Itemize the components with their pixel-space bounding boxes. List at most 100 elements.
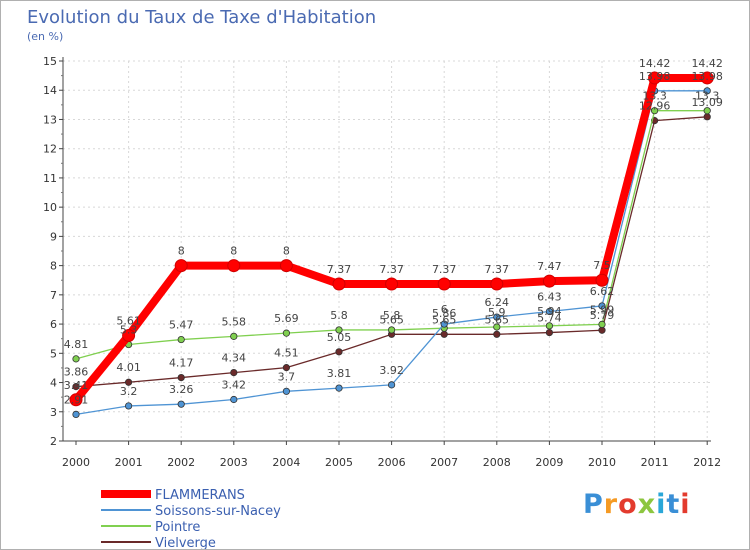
data-point bbox=[598, 320, 606, 328]
data-point bbox=[493, 313, 501, 321]
data-label: 6.43 bbox=[537, 291, 562, 304]
data-label: 13.09 bbox=[691, 96, 723, 109]
data-point bbox=[177, 335, 185, 344]
y-tick-label: 15 bbox=[43, 55, 57, 68]
x-tick-label: 2009 bbox=[535, 456, 563, 469]
data-label: 5.79 bbox=[590, 309, 615, 322]
data-point bbox=[230, 395, 238, 404]
data-label: 5.86 bbox=[432, 307, 457, 320]
data-label: 5.61 bbox=[116, 314, 141, 327]
data-point bbox=[177, 400, 185, 408]
data-point bbox=[545, 322, 554, 330]
logo-letter: t bbox=[666, 489, 681, 520]
data-label: 5.05 bbox=[327, 331, 352, 344]
data-point bbox=[437, 277, 451, 291]
data-point bbox=[545, 307, 554, 316]
data-label: 14.42 bbox=[691, 57, 723, 70]
grid-layer bbox=[63, 60, 711, 441]
legend-label: Soissons-sur-Nacey bbox=[155, 504, 281, 519]
x-tick-label: 2000 bbox=[62, 456, 90, 469]
data-point bbox=[125, 378, 133, 386]
data-point bbox=[387, 381, 396, 389]
y-tick-label: 11 bbox=[43, 172, 57, 185]
x-tick-label: 2003 bbox=[220, 456, 248, 469]
data-label: 6.24 bbox=[485, 296, 510, 309]
legend: FLAMMERANSSoissons-sur-NaceyPointreVielv… bbox=[101, 488, 281, 549]
y-tick-label: 12 bbox=[43, 143, 57, 156]
data-label: 5.65 bbox=[379, 313, 404, 326]
data-point bbox=[545, 328, 554, 337]
x-tick-label: 2002 bbox=[167, 456, 195, 469]
y-tick-label: 5 bbox=[50, 347, 57, 360]
data-label: 5.3 bbox=[120, 324, 138, 337]
data-label: 3.2 bbox=[120, 385, 138, 398]
data-point bbox=[387, 326, 396, 334]
data-label: 5.58 bbox=[222, 315, 247, 328]
data-point bbox=[598, 326, 606, 334]
data-label: 7.37 bbox=[379, 263, 404, 276]
data-label: 3.92 bbox=[379, 364, 404, 377]
data-point bbox=[703, 87, 711, 95]
y-tick-label: 2 bbox=[50, 435, 57, 448]
data-label: 7.47 bbox=[537, 260, 562, 273]
x-tick-label: 2006 bbox=[378, 456, 406, 469]
y-tick-label: 7 bbox=[50, 289, 57, 302]
data-label: 5.94 bbox=[537, 305, 562, 318]
data-point bbox=[282, 364, 290, 372]
data-label: 7.37 bbox=[327, 263, 352, 276]
data-label: 5.69 bbox=[274, 312, 299, 325]
data-point bbox=[230, 332, 238, 340]
data-label: 6.62 bbox=[590, 285, 615, 298]
data-label: 3.81 bbox=[327, 367, 352, 380]
data-point bbox=[72, 355, 80, 363]
series-layer bbox=[69, 71, 714, 418]
data-point bbox=[335, 384, 343, 392]
data-label: 4.34 bbox=[222, 352, 247, 365]
y-tick-label: 8 bbox=[50, 260, 57, 273]
data-point bbox=[598, 302, 606, 310]
x-tick-label: 2001 bbox=[115, 456, 143, 469]
data-point bbox=[69, 393, 83, 407]
data-point bbox=[230, 368, 238, 377]
data-label: 5.8 bbox=[383, 309, 401, 322]
data-label: 5.8 bbox=[330, 309, 348, 322]
data-label: 3.86 bbox=[64, 366, 89, 379]
data-label: 3.42 bbox=[222, 378, 247, 391]
data-point bbox=[177, 373, 185, 382]
data-point bbox=[440, 330, 448, 338]
data-label: 12.96 bbox=[639, 100, 671, 113]
data-point bbox=[174, 259, 188, 273]
x-tick-label: 2011 bbox=[641, 456, 669, 469]
data-label: 5.65 bbox=[485, 313, 510, 326]
y-tick-label: 10 bbox=[43, 201, 57, 214]
data-label: 13.98 bbox=[691, 70, 723, 83]
data-label: 7.37 bbox=[485, 263, 510, 276]
data-point bbox=[595, 273, 609, 287]
legend-label: Vielverge bbox=[155, 536, 216, 549]
data-point bbox=[279, 259, 293, 273]
x-tick-label: 2010 bbox=[588, 456, 616, 469]
y-tick-label: 4 bbox=[50, 377, 57, 390]
data-point bbox=[227, 259, 241, 273]
x-tick-label: 2012 bbox=[693, 456, 721, 469]
data-label: 3.26 bbox=[169, 383, 194, 396]
x-tick-label: 2007 bbox=[430, 456, 458, 469]
data-label: 4.17 bbox=[169, 357, 194, 370]
y-tick-label: 3 bbox=[50, 406, 57, 419]
data-point bbox=[122, 328, 136, 342]
data-label: 4.81 bbox=[64, 338, 89, 351]
data-point bbox=[490, 277, 504, 291]
legend-label: Pointre bbox=[155, 520, 200, 535]
data-label: 8 bbox=[178, 245, 185, 258]
logo-letter: x bbox=[637, 489, 657, 520]
data-label: 3.7 bbox=[278, 370, 296, 383]
data-label: 13.3 bbox=[642, 90, 667, 103]
data-point bbox=[282, 329, 290, 337]
data-point bbox=[332, 277, 346, 291]
chart-title: Evolution du Taux de Taxe d'Habitation bbox=[27, 7, 377, 28]
x-tick-label: 2005 bbox=[325, 456, 353, 469]
logo-letter: i bbox=[680, 489, 691, 520]
logo-letter: P bbox=[583, 489, 604, 520]
proxiti-logo: Proxiti bbox=[583, 489, 691, 520]
